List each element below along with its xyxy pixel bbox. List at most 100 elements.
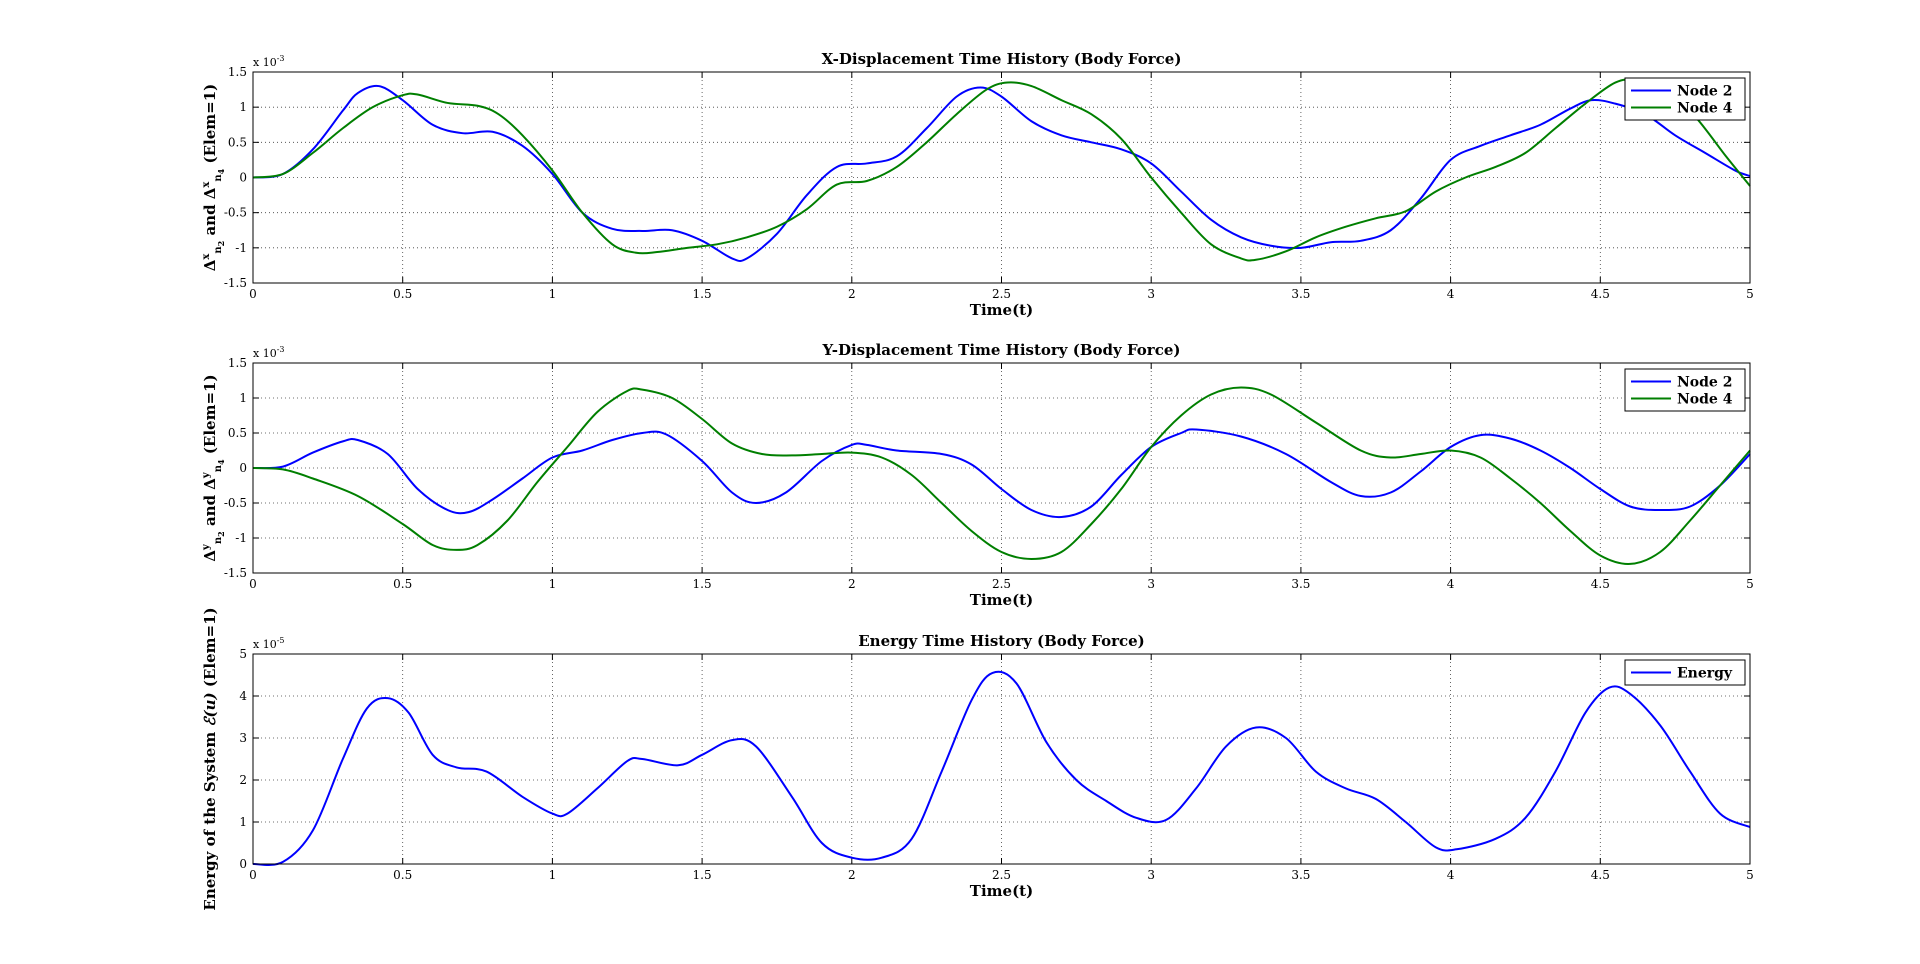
y-tick-label: 0: [239, 857, 247, 871]
x-tick-label: 0.5: [393, 577, 412, 591]
y-tick-label: -1.5: [224, 276, 247, 290]
x-tick-label: 0.5: [393, 287, 412, 301]
energy-plot: 0 0.5 1 1.5 2 2.5 3 3.5 4 4.5 5 0 1 2 3 4 5 x 10-5 Energy …: [201, 607, 1754, 910]
y-tick-label: 0.5: [228, 135, 247, 149]
x-displacement-plot: 0 0.5 1 1.5 2 2.5 3 3.5 4 4.5 5 -1.5 -1 -0.5 0 0.5 1 1.5 x…: [201, 50, 1754, 319]
y-tick-label: -0.5: [224, 206, 247, 220]
x-tick-label: 3: [1147, 577, 1155, 591]
y-axis-label-part: Energy of the System: [201, 727, 219, 911]
legend-label: Node 4: [1677, 392, 1733, 408]
legend-label: Energy: [1677, 666, 1733, 682]
x-tick-label: 5: [1746, 577, 1754, 591]
x-tick-label: 4: [1447, 287, 1455, 301]
axes-box: [252, 71, 1751, 284]
y-tick-label: 1.5: [228, 356, 247, 370]
exponent-base: x 10: [253, 638, 277, 651]
chart-title: Energy Time History (Body Force): [858, 632, 1145, 650]
x-tick-label: 1: [549, 287, 557, 301]
x-tick-label: 5: [1746, 868, 1754, 882]
series-line-node-4: [252, 78, 1751, 262]
x-tick-label: 3.5: [1291, 577, 1310, 591]
y-tick-label: 0.5: [228, 426, 247, 440]
x-tick-label: 1.5: [693, 868, 712, 882]
y-axis-label-part: (Elem=1): [201, 374, 219, 459]
x-tick-label: 3: [1147, 287, 1155, 301]
y-axis-label-part: n: [213, 174, 224, 182]
y-axis-label: Δxn2 and Δxn4 (Elem=1): [201, 84, 226, 271]
exponent-base: x 10: [253, 347, 277, 360]
y-tick-label: 1: [239, 100, 247, 114]
x-tick-label: 1.5: [693, 577, 712, 591]
y-axis-label-part: (Elem=1): [201, 607, 219, 692]
y-axis-label-part: 2: [216, 531, 226, 537]
x-tick-label: 2.5: [992, 287, 1011, 301]
x-tick-label: 2.5: [992, 868, 1011, 882]
exponent-power: -3: [277, 345, 285, 354]
axis-exponent-label: x 10-5: [253, 636, 285, 651]
x-tick-label: 0: [249, 287, 257, 301]
chart-title: Y-Displacement Time History (Body Force): [822, 341, 1181, 359]
y-axis-label: Energy of the System ℰ(u) (Elem=1): [201, 607, 219, 910]
y-tick-label: 3: [239, 731, 247, 745]
y-tick-label: 2: [239, 773, 247, 787]
y-axis-label-part: 2: [216, 241, 226, 247]
x-tick-label: 2: [848, 577, 856, 591]
x-tick-label: 0: [249, 577, 257, 591]
x-tick-label: 2: [848, 287, 856, 301]
x-tick-label: 3.5: [1291, 868, 1310, 882]
legend-box: [1624, 77, 1746, 121]
legend-box: [1624, 368, 1746, 412]
x-axis-label: Time(t): [970, 591, 1033, 609]
x-tick-label: 2: [848, 868, 856, 882]
series-line-node-4: [252, 386, 1751, 565]
y-tick-label: -1: [235, 241, 247, 255]
y-axis-label-part: n: [213, 536, 224, 544]
exponent-power: -3: [277, 54, 285, 63]
y-tick-label: -1.5: [224, 566, 247, 580]
axes-box: [252, 653, 1751, 865]
y-axis-label-part: Δ: [201, 259, 219, 271]
y-tick-label: 0: [239, 461, 247, 475]
x-tick-label: 5: [1746, 287, 1754, 301]
y-axis-label-part: y: [201, 543, 212, 551]
x-tick-label: 2.5: [992, 577, 1011, 591]
y-axis-label-part: x: [201, 181, 212, 188]
y-axis-label: Δyn2 and Δyn4 (Elem=1): [201, 374, 226, 561]
x-tick-label: 3: [1147, 868, 1155, 882]
y-axis-label-part: x: [201, 253, 212, 260]
y-axis-label-part: n: [213, 464, 224, 472]
exponent-base: x 10: [253, 56, 277, 69]
y-tick-label: -0.5: [224, 496, 247, 510]
x-tick-label: 1.5: [693, 287, 712, 301]
y-tick-label: 0: [239, 171, 247, 185]
y-axis-label-part: Δ: [201, 550, 219, 562]
x-axis-label: Time(t): [970, 301, 1033, 319]
legend-label: Node 4: [1677, 101, 1733, 117]
y-tick-label: 1.5: [228, 65, 247, 79]
x-tick-label: 4.5: [1591, 577, 1610, 591]
y-axis-label-part: (Elem=1): [201, 84, 219, 169]
y-axis-label-part: and Δ: [201, 187, 219, 241]
y-tick-label: -1: [235, 531, 247, 545]
y-axis-label-part: 4: [216, 168, 226, 174]
x-tick-label: 4.5: [1591, 868, 1610, 882]
chart-title: X-Displacement Time History (Body Force): [822, 50, 1182, 68]
y-displacement-plot: 0 0.5 1 1.5 2 2.5 3 3.5 4 4.5 5 -1.5 -1 -0.5 0 0.5 1 1.5 x…: [201, 341, 1754, 609]
x-tick-label: 4: [1447, 868, 1455, 882]
y-tick-label: 5: [239, 647, 247, 661]
x-tick-label: 4.5: [1591, 287, 1610, 301]
axis-exponent-label: x 10-3: [253, 54, 285, 69]
y-axis-label-part: 4: [216, 459, 226, 465]
axes-box: [252, 362, 1751, 574]
y-axis-label-part: y: [201, 471, 212, 479]
x-tick-label: 0: [249, 868, 257, 882]
legend-label: Node 2: [1677, 375, 1732, 391]
x-tick-label: 0.5: [393, 868, 412, 882]
x-tick-label: 1: [549, 868, 557, 882]
legend-label: Node 2: [1677, 84, 1732, 100]
y-tick-label: 1: [239, 815, 247, 829]
exponent-power: -5: [277, 636, 285, 645]
y-axis-label-part: ℰ(u): [201, 692, 219, 726]
y-tick-label: 4: [239, 689, 247, 703]
